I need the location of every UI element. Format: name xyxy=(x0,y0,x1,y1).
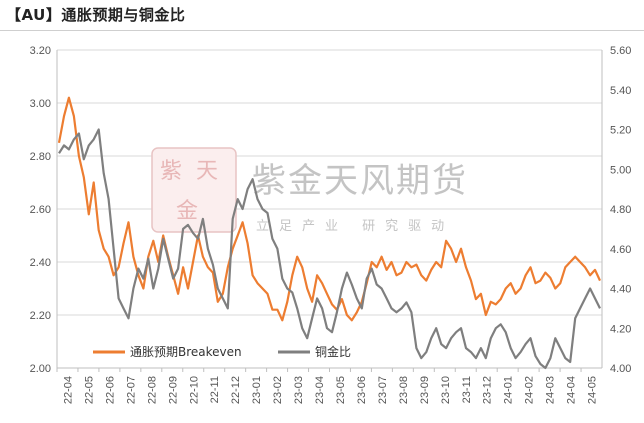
watermark-seal-char-2: 天 xyxy=(196,159,218,184)
y-left-tick-label: 2.60 xyxy=(30,204,51,216)
watermark-seal-char-3: 金 xyxy=(176,199,198,224)
series-line-breakeven xyxy=(57,96,601,322)
x-tick-label: 23-01 xyxy=(251,376,263,404)
x-tick-label: 23-09 xyxy=(419,376,431,404)
chart-title: 【AU】通胀预期与铜金比 xyxy=(6,6,186,24)
y-right-tick-label: 4.20 xyxy=(610,323,631,335)
y-left-tick-label: 2.20 xyxy=(30,310,51,322)
y-right-tick-label: 4.80 xyxy=(610,204,631,216)
x-tick-label: 23-02 xyxy=(272,376,284,404)
series-lines xyxy=(57,96,601,370)
x-tick-label: 23-11 xyxy=(461,376,473,403)
x-tick-label: 22-05 xyxy=(83,376,95,404)
x-tick-label: 24-05 xyxy=(587,376,599,404)
y-left-tick-label: 2.40 xyxy=(30,257,51,269)
x-tick-label: 23-04 xyxy=(314,376,326,404)
y-left-tick-label: 3.20 xyxy=(30,45,51,57)
x-tick-label: 22-09 xyxy=(167,376,179,404)
x-tick-label: 22-06 xyxy=(104,376,116,404)
x-tick-label: 22-04 xyxy=(62,376,74,404)
legend-label-breakeven: 通胀预期Breakeven xyxy=(130,345,242,359)
x-tick-label: 23-10 xyxy=(440,376,452,404)
x-tick-label: 22-07 xyxy=(125,376,137,404)
y-left-tick-label: 2.00 xyxy=(30,363,51,375)
axes: 2.00 2.20 2.40 2.60 2.80 3.00 3.20 4.00 4.20 4.40… xyxy=(30,45,632,404)
series-line-copper-gold xyxy=(58,128,601,370)
watermark: 紫 天 金 紫金天风期货 立足产业 研究驱动 xyxy=(151,147,468,234)
y-right-tick-label: 4.00 xyxy=(610,363,631,375)
x-tick-label: 24-03 xyxy=(545,376,557,404)
x-tick-label: 23-05 xyxy=(335,376,347,404)
x-tick-label: 22-11 xyxy=(209,376,221,403)
y-right-tick-label: 4.60 xyxy=(610,244,631,256)
x-tick-label: 24-02 xyxy=(524,376,536,404)
x-tick-label: 23-06 xyxy=(356,376,368,404)
watermark-name: 紫金天风期货 xyxy=(252,161,468,201)
legend: 通胀预期Breakeven 铜金比 xyxy=(93,344,351,359)
x-tick-label: 24-04 xyxy=(566,376,578,404)
y-right-tick-label: 5.60 xyxy=(610,45,631,57)
y-right-tick-label: 5.00 xyxy=(610,164,631,176)
watermark-seal: 紫 天 金 xyxy=(151,147,237,233)
y-right-tick-label: 5.20 xyxy=(610,125,631,137)
x-tick-label: 23-08 xyxy=(398,376,410,404)
legend-label-copper-gold: 铜金比 xyxy=(315,344,351,359)
watermark-slogan: 立足产业 研究驱动 xyxy=(256,219,454,234)
x-tick-label: 23-12 xyxy=(482,376,494,404)
x-tick-label: 22-12 xyxy=(230,376,242,404)
x-tick-label: 24-01 xyxy=(503,376,515,404)
x-tick-label: 23-03 xyxy=(293,376,305,404)
y-right-tick-label: 5.40 xyxy=(610,85,631,97)
x-tick-label: 23-07 xyxy=(377,376,389,404)
title-divider xyxy=(0,30,644,31)
y-left-tick-label: 2.80 xyxy=(30,151,51,163)
x-tick-label: 22-10 xyxy=(188,376,200,404)
watermark-seal-char-1: 紫 xyxy=(160,159,182,184)
y-right-tick-label: 4.40 xyxy=(610,284,631,296)
x-tick-label: 22-08 xyxy=(146,376,158,404)
y-left-tick-label: 3.00 xyxy=(30,98,51,110)
